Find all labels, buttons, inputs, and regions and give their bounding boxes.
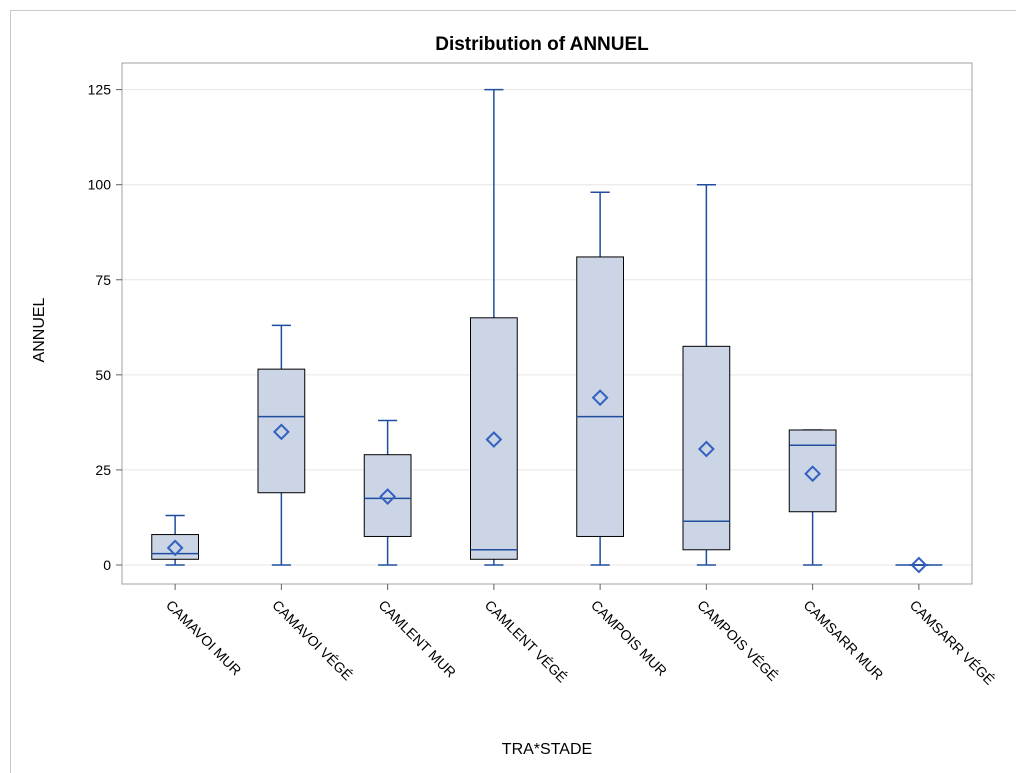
y-tick-label: 50 [95,367,111,383]
mean-marker [804,465,822,483]
gridlines [122,89,972,566]
iqr-box [682,345,731,551]
x-tick-label: CAMPOIS VÉGÉ [694,597,781,684]
iqr-box [470,317,518,560]
y-tick-label: 25 [95,462,111,478]
box-group [895,556,943,574]
mean-marker [485,431,503,448]
y-tick-label: 75 [95,272,111,288]
iqr-box [257,368,306,494]
y-tick-label: 0 [103,557,111,573]
x-tick-label: CAMPOIS MUR [588,597,670,679]
mean-marker [697,440,715,458]
x-tick-label: CAMSARR MUR [801,597,887,683]
x-tick-label: CAMLENT MUR [376,597,460,681]
box-group [257,324,306,566]
iqr-box [363,454,412,537]
mean-marker [166,539,184,557]
y-tick-label: 125 [88,82,112,98]
x-axis: CAMAVOI MUR CAMAVOI VÉGÉ CAMLENT MUR CAMLEN… [163,584,998,688]
x-tick-label: CAMAVOI MUR [163,597,245,679]
x-axis-label: TRA*STADE [502,741,592,758]
chart-title: Distribution of ANNUEL [435,34,649,55]
mean-marker [379,488,397,505]
y-axis-label: ANNUEL [31,297,48,362]
mean-marker [910,556,928,574]
x-tick-label: CAMAVOI VÉGÉ [269,597,355,683]
chart-frame [10,10,1016,773]
boxes [151,88,943,574]
box-group [151,514,199,566]
x-tick-label: CAMLENT VÉGÉ [482,597,571,686]
mean-marker [591,389,609,407]
iqr-box [788,429,837,513]
box-group [470,88,518,566]
mean-marker [272,423,290,441]
box-group [788,429,837,566]
y-axis: 0 25 50 75 100 125 [88,82,122,573]
y-tick-label: 100 [88,177,112,193]
box-group [682,183,731,566]
iqr-box [576,256,624,537]
plot-area [121,62,973,585]
box-group [576,191,624,566]
box-group [363,419,412,566]
x-tick-label: CAMSARR VÉGÉ [907,597,998,688]
